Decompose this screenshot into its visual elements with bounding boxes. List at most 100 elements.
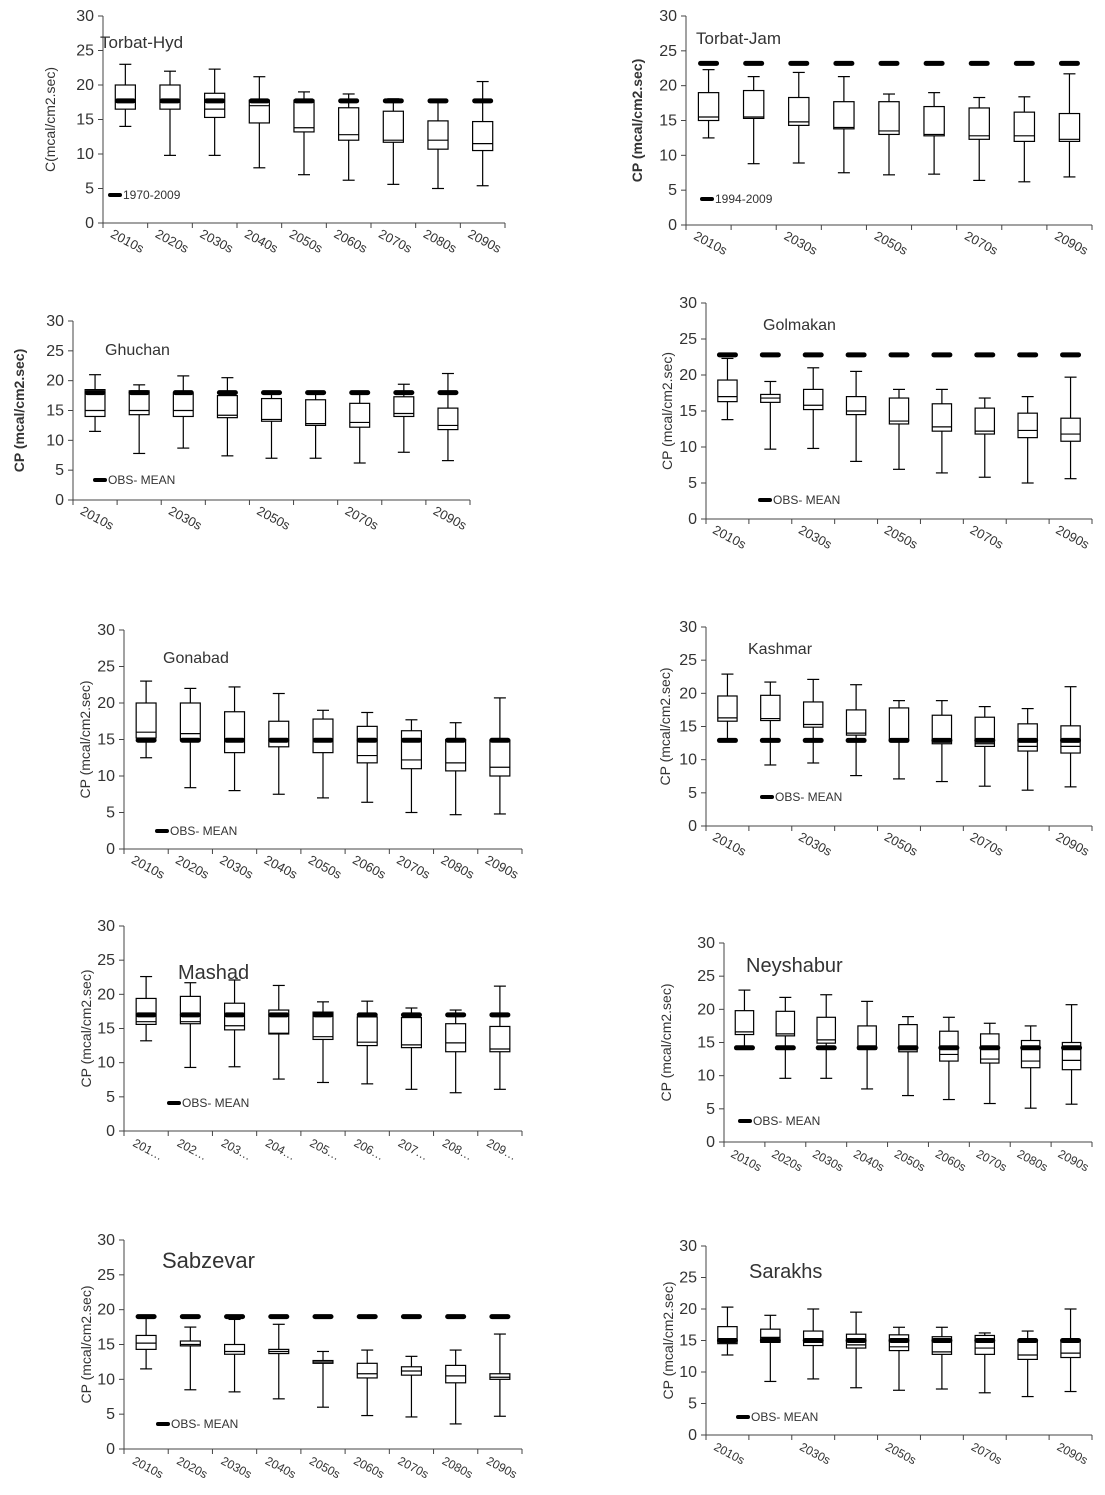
box-2080s bbox=[1020, 1025, 1042, 1109]
iqr-box bbox=[1013, 111, 1036, 142]
y-tick-label: 0 bbox=[706, 1134, 715, 1151]
x-tick-label: 2010s bbox=[692, 228, 731, 258]
iqr-box bbox=[775, 1010, 796, 1037]
y-tick-label: 5 bbox=[688, 785, 697, 802]
y-tick-label: 5 bbox=[106, 1089, 115, 1106]
iqr-box bbox=[1058, 112, 1081, 142]
box-2040s bbox=[268, 984, 290, 1080]
x-tick-label: 2050s bbox=[882, 522, 921, 552]
x-tick-label: 2020s bbox=[174, 1454, 209, 1482]
iqr-box bbox=[338, 107, 360, 141]
iqr-box bbox=[356, 1016, 378, 1047]
x-tick-label: 2010s bbox=[108, 226, 147, 256]
iqr-box bbox=[216, 394, 238, 419]
box-2010s bbox=[716, 1306, 738, 1356]
x-tick-label: 2060s bbox=[350, 852, 389, 882]
x-tick-label: 2070s bbox=[394, 852, 433, 882]
chart-title: Torbat-Jam bbox=[696, 29, 781, 48]
iqr-box bbox=[224, 1343, 246, 1355]
iqr-box bbox=[445, 1023, 467, 1053]
y-tick-label: 25 bbox=[679, 1270, 697, 1287]
box-2030s bbox=[815, 994, 837, 1079]
iqr-box bbox=[898, 1023, 918, 1053]
chart-panel-0: 0 5 10 15 20 25 30 2010s 2020s 2030s 2040s 2050s 206… bbox=[42, 8, 506, 256]
y-tick-label: 10 bbox=[697, 1068, 715, 1085]
iqr-box bbox=[734, 1010, 755, 1036]
x-tick-label: 2050s bbox=[254, 503, 293, 533]
iqr-box bbox=[135, 1334, 157, 1350]
iqr-box bbox=[974, 407, 996, 435]
box-2070s bbox=[979, 1022, 1001, 1105]
chart-title: Sarakhs bbox=[749, 1261, 822, 1283]
iqr-box bbox=[968, 107, 990, 140]
y-tick-label: 25 bbox=[97, 659, 115, 676]
chart-title: Kashmar bbox=[748, 641, 813, 658]
y-tick-label: 15 bbox=[76, 112, 94, 129]
box-2010s bbox=[733, 989, 755, 1051]
y-tick-label: 20 bbox=[679, 1301, 697, 1318]
iqr-box bbox=[312, 718, 334, 754]
x-tick-label: 2020s bbox=[173, 852, 212, 882]
iqr-box bbox=[114, 84, 136, 110]
box-2090s bbox=[1058, 60, 1081, 178]
y-tick-label: 30 bbox=[97, 622, 115, 639]
y-tick-label: 10 bbox=[76, 146, 94, 163]
x-tick-label: 2040s bbox=[263, 1454, 298, 1482]
box-2060s bbox=[923, 60, 945, 175]
box-2080s bbox=[1013, 60, 1036, 183]
iqr-box bbox=[356, 725, 378, 764]
box-2090s bbox=[1060, 686, 1082, 788]
x-tick-label: 2080s bbox=[1015, 1147, 1050, 1175]
iqr-box bbox=[437, 407, 459, 431]
chart-panel-3: 0 5 10 15 20 25 30 2010s 2030s 2050s 2070s 2090s Gol… bbox=[659, 295, 1093, 552]
legend-label: OBS- MEAN bbox=[751, 1410, 818, 1424]
y-tick-label: 30 bbox=[46, 313, 64, 330]
y-tick-label: 0 bbox=[688, 511, 697, 528]
y-axis-label: CP (mcal/cm2.sec) bbox=[660, 1282, 676, 1400]
box-2070s bbox=[400, 719, 422, 814]
y-tick-label: 5 bbox=[85, 181, 94, 198]
y-axis-label: CP (mcal/cm2.sec) bbox=[658, 984, 674, 1102]
y-tick-label: 15 bbox=[659, 113, 677, 130]
box-2030s bbox=[788, 60, 810, 164]
y-tick-label: 20 bbox=[679, 367, 697, 384]
x-tick-label: 2030s bbox=[218, 852, 257, 882]
y-axis-label: CP (mcal/cm2.sec) bbox=[657, 668, 673, 786]
x-tick-label: 2080s bbox=[440, 1454, 475, 1482]
box-2050s bbox=[312, 709, 334, 799]
chart-title: Neyshabur bbox=[746, 955, 843, 977]
iqr-box bbox=[349, 402, 371, 428]
x-tick-label: 2070s bbox=[969, 1440, 1004, 1468]
box-2070s bbox=[349, 390, 371, 464]
iqr-box bbox=[931, 403, 953, 432]
x-tick-label: 2090s bbox=[483, 852, 522, 882]
y-tick-label: 5 bbox=[106, 805, 115, 822]
box-2050s bbox=[312, 1314, 334, 1408]
box-2020s bbox=[179, 687, 201, 789]
y-tick-label: 5 bbox=[706, 1101, 715, 1118]
chart-title: Golmakan bbox=[763, 317, 836, 334]
y-axis-label: CP (mcal/cm2.sec) bbox=[11, 349, 27, 472]
chart-panel-9: 0 5 10 15 20 25 30 2010s 2030s 2050s 2070s 2090s Sar… bbox=[660, 1238, 1093, 1468]
y-tick-label: 15 bbox=[97, 732, 115, 749]
iqr-box bbox=[923, 105, 945, 137]
y-tick-label: 0 bbox=[106, 1123, 115, 1140]
x-tick-label: 2030s bbox=[796, 829, 835, 859]
chart-title: Torbat-Hyd bbox=[100, 33, 183, 52]
iqr-box bbox=[931, 714, 953, 745]
box-2070s bbox=[974, 1332, 996, 1394]
iqr-box bbox=[489, 739, 511, 777]
box-2010s bbox=[84, 374, 106, 432]
iqr-box bbox=[312, 1011, 334, 1041]
x-tick-label: 2040s bbox=[851, 1147, 886, 1175]
x-tick-label: 203… bbox=[219, 1136, 254, 1163]
chart-panel-5: 0 5 10 15 20 25 30 2010s 2030s 2050s 2070s 2090s Kas… bbox=[657, 619, 1093, 859]
box-2070s bbox=[400, 1314, 422, 1418]
y-tick-label: 20 bbox=[46, 373, 64, 390]
box-2050s bbox=[878, 60, 900, 176]
x-tick-label: 2030s bbox=[782, 228, 821, 258]
x-tick-label: 2060s bbox=[933, 1147, 968, 1175]
iqr-box bbox=[172, 393, 194, 418]
x-tick-label: 2080s bbox=[439, 852, 478, 882]
box-2090s bbox=[1060, 1308, 1082, 1393]
